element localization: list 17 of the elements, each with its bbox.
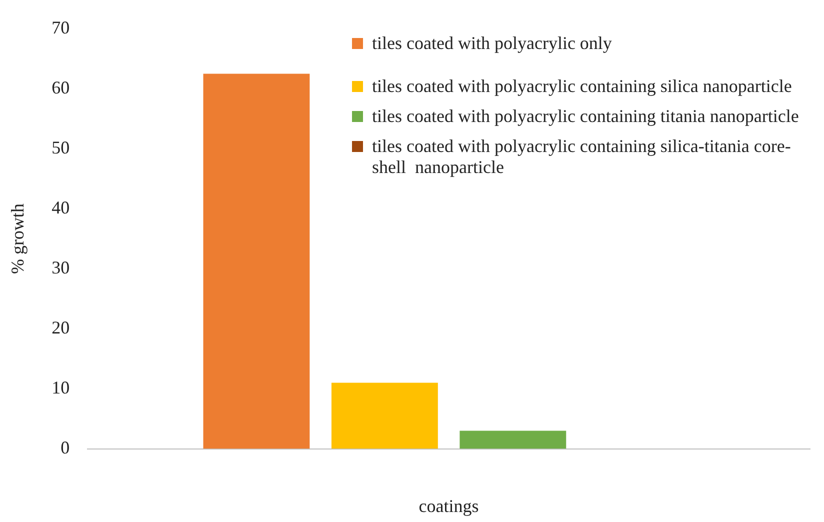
y-tick-label: 20 — [52, 318, 70, 338]
y-tick-label: 70 — [52, 18, 70, 38]
x-axis-title: coatings — [418, 496, 479, 516]
y-axis-title: % growth — [8, 204, 28, 274]
bar — [460, 430, 566, 449]
y-tick-label: 60 — [52, 78, 70, 98]
y-tick-label: 30 — [52, 258, 70, 278]
y-tick-label: 0 — [60, 438, 70, 458]
legend-label: tiles coated with polyacrylic only — [372, 33, 612, 54]
legend-label: tiles coated with polyacrylic containing silica nanoparticle — [372, 76, 792, 97]
legend-label: tiles coated with polyacrylic containing silica-titania core-shell nanoparticle — [372, 136, 792, 178]
y-tick-label: 40 — [52, 198, 70, 218]
y-tick-label: 50 — [52, 138, 70, 158]
bar — [203, 74, 310, 449]
legend-label: tiles coated with polyacrylic containing titania nanoparticle — [372, 106, 799, 127]
y-tick-label: 10 — [52, 378, 70, 398]
bar — [331, 382, 438, 449]
